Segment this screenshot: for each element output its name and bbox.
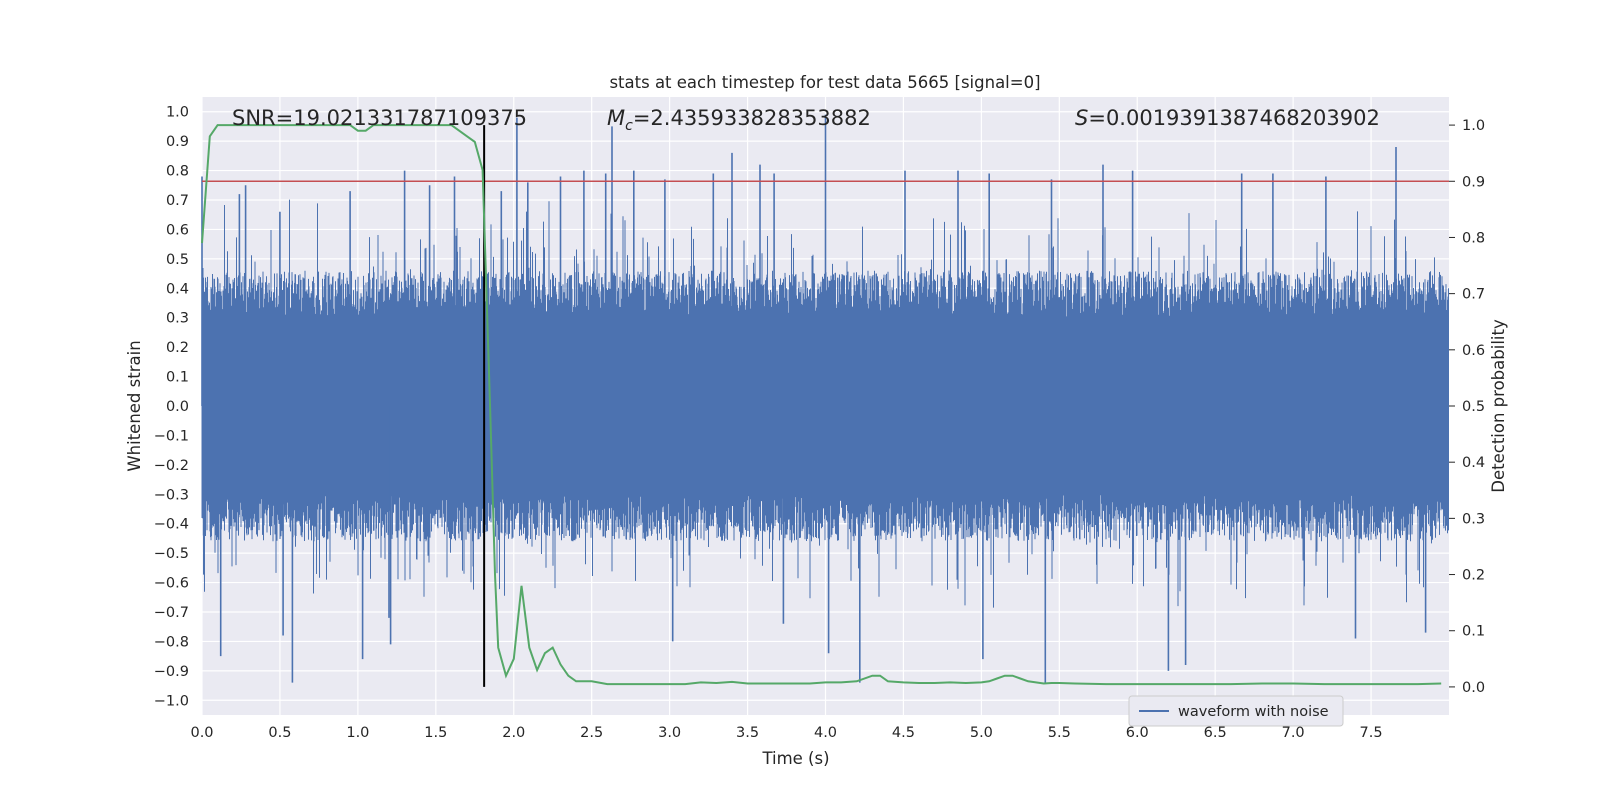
y-right-tick-label: 0.3 <box>1462 511 1485 527</box>
y-tick-label: −0.7 <box>154 605 189 621</box>
chirp-mass-annotation: Mc=2.435933828353882 <box>607 106 871 134</box>
y-tick-label: 0.6 <box>166 222 189 238</box>
significance-annotation: S=0.0019391387468203902 <box>1075 106 1380 130</box>
x-tick-label: 5.5 <box>1048 725 1071 741</box>
y-right-tick-label: 1.0 <box>1462 118 1485 134</box>
noise-band <box>201 199 1449 608</box>
detection-probability-series <box>201 124 1442 686</box>
y-tick-label: 0.4 <box>166 281 189 297</box>
y-tick-label: −0.8 <box>154 634 189 650</box>
y-right-tick-label: 0.4 <box>1462 455 1485 471</box>
y-right-tick-label: 0.7 <box>1462 287 1485 303</box>
x-tick-label: 1.0 <box>346 725 369 741</box>
y-tick-label: −0.9 <box>154 664 189 680</box>
y-tick-label: 0.1 <box>166 370 189 386</box>
y-tick-label: −1.0 <box>154 693 189 709</box>
x-axis-ticks: 0.0 0.5 1.0 1.5 2.0 2.5 3.0 3.5 4.0 4.5 5.0 5.5 6.0 6… <box>190 725 1382 741</box>
y-right-tick-label: 0.5 <box>1462 399 1485 415</box>
y-tick-label: 0.3 <box>166 311 189 327</box>
y-axis-label: Whitened strain <box>125 340 144 471</box>
y-tick-label: 0.9 <box>166 134 189 150</box>
y-axis-ticks: 1.0 0.9 0.8 0.7 0.6 0.5 0.4 0.3 0.2 0.1 0.0 −0.1 −0.… <box>154 105 189 710</box>
x-tick-label: 7.5 <box>1360 725 1383 741</box>
x-tick-label: 2.0 <box>502 725 525 741</box>
y-right-tick-label: 0.9 <box>1462 174 1485 190</box>
y-right-tick-label: 0.6 <box>1462 343 1485 359</box>
chart-title: stats at each timestep for test data 566… <box>609 73 1040 92</box>
x-axis-label: Time (s) <box>761 749 829 768</box>
x-tick-label: 2.5 <box>580 725 603 741</box>
x-tick-label: 1.5 <box>424 725 447 741</box>
legend: waveform with noise <box>1128 695 1344 727</box>
y-right-axis-ticks: 1.0 0.9 0.8 0.7 0.6 0.5 0.4 0.3 0.2 0.1 0.0 <box>1449 118 1485 696</box>
y-tick-label: 0.0 <box>166 399 189 415</box>
y-tick-label: 1.0 <box>166 105 189 121</box>
x-tick-label: 7.0 <box>1282 725 1305 741</box>
y-right-tick-label: 0.1 <box>1462 624 1485 640</box>
y-tick-label: −0.4 <box>154 517 189 533</box>
x-tick-label: 0.5 <box>268 725 291 741</box>
y-tick-label: 0.2 <box>166 340 189 356</box>
x-tick-label: 3.0 <box>658 725 681 741</box>
y-right-tick-label: 0.2 <box>1462 568 1485 584</box>
legend-label: waveform with noise <box>1178 704 1329 720</box>
y-tick-label: 0.8 <box>166 164 189 180</box>
x-tick-label: 0.0 <box>190 725 213 741</box>
y-right-axis-label: Detection probability <box>1489 319 1508 493</box>
waveform-with-noise-series <box>201 114 1449 683</box>
x-tick-label: 6.5 <box>1204 725 1227 741</box>
y-tick-label: 0.5 <box>166 252 189 268</box>
x-tick-label: 5.0 <box>970 725 993 741</box>
y-tick-label: −0.6 <box>154 576 189 592</box>
y-tick-label: −0.5 <box>154 546 189 562</box>
y-tick-label: 0.7 <box>166 193 189 209</box>
y-tick-label: −0.1 <box>154 428 189 444</box>
x-tick-label: 6.0 <box>1126 725 1149 741</box>
y-tick-label: −0.3 <box>154 487 189 503</box>
x-tick-label: 3.5 <box>736 725 759 741</box>
x-tick-label: 4.5 <box>892 725 915 741</box>
legend-box <box>1128 695 1344 727</box>
y-right-tick-label: 0.0 <box>1462 680 1485 696</box>
snr-annotation: SNR=19.021331787109375 <box>232 106 527 130</box>
x-tick-label: 4.0 <box>814 725 837 741</box>
y-tick-label: −0.2 <box>154 458 189 474</box>
y-right-tick-label: 0.8 <box>1462 230 1485 246</box>
